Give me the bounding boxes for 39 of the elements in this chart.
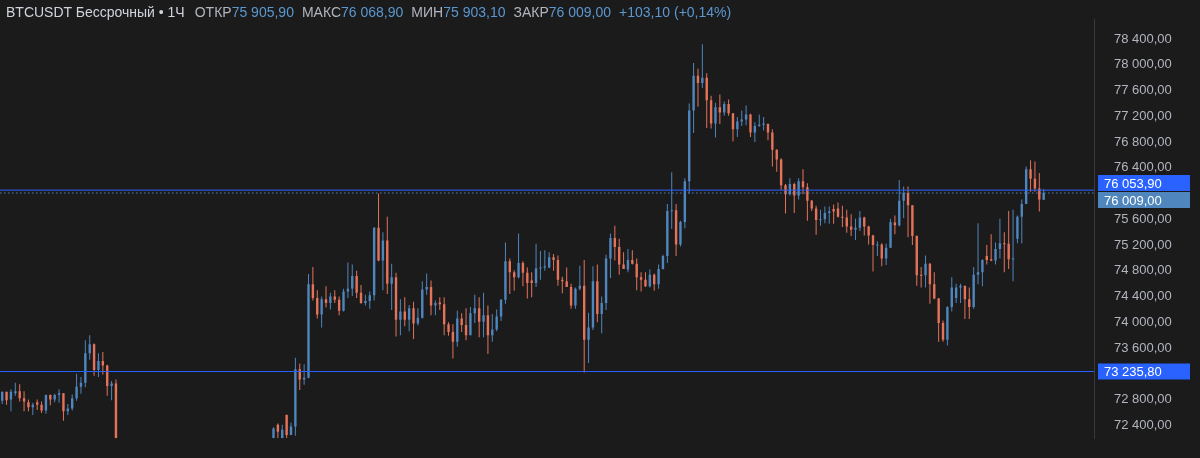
- ref-line-label: 76 053,90: [1104, 175, 1162, 191]
- y-tick-label: 72 400,00: [1114, 416, 1172, 432]
- annotation: ОТКР: [194, 4, 232, 20]
- candlestick: [841, 205, 844, 228]
- candlestick: [876, 241, 879, 257]
- annotation: 76 009,00: [548, 4, 612, 20]
- candlestick: [1003, 232, 1006, 273]
- candlestick: [425, 273, 428, 295]
- candlestick: [543, 250, 547, 271]
- chart-title: BTCUSDT Бессрочный • 1Ч: [6, 4, 185, 20]
- candlestick: [854, 218, 857, 240]
- y-tick-label: 75 200,00: [1114, 236, 1172, 252]
- y-tick-label: 74 000,00: [1114, 313, 1172, 329]
- annotation: ЗАКР: [513, 4, 549, 20]
- annotation: 75 903,10: [443, 4, 506, 20]
- y-tick-label: 76 800,00: [1114, 133, 1172, 149]
- annotation: 75 905,90: [231, 4, 294, 20]
- y-tick-label: 77 600,00: [1114, 82, 1172, 98]
- y-tick-label: 78 400,00: [1114, 30, 1172, 46]
- annotation: +103,10 (+0,14%): [619, 4, 732, 20]
- candlestick: [919, 266, 923, 288]
- annotation: МАКС: [301, 4, 342, 20]
- y-tick-label: 77 200,00: [1114, 107, 1172, 123]
- y-tick-label: 73 600,00: [1114, 339, 1172, 355]
- candlestick: [1011, 209, 1015, 282]
- candlestick: [539, 250, 542, 280]
- ref-line-label: 76 009,00: [1104, 192, 1162, 208]
- candlestick: [976, 223, 980, 285]
- y-tick-label: 75 600,00: [1114, 210, 1172, 226]
- y-tick-label: 74 800,00: [1114, 262, 1172, 278]
- candlestick: [989, 234, 993, 262]
- y-tick-label: 72 800,00: [1114, 391, 1172, 407]
- y-tick-label: 78 000,00: [1114, 56, 1172, 72]
- ref-line-label: 73 235,80: [1104, 364, 1162, 380]
- annotation: 76 068,90: [341, 4, 404, 20]
- annotation: МИН: [411, 4, 444, 20]
- candlestick: [819, 209, 822, 226]
- y-tick-label: 74 400,00: [1114, 288, 1172, 304]
- y-tick-label: 76 400,00: [1114, 159, 1172, 175]
